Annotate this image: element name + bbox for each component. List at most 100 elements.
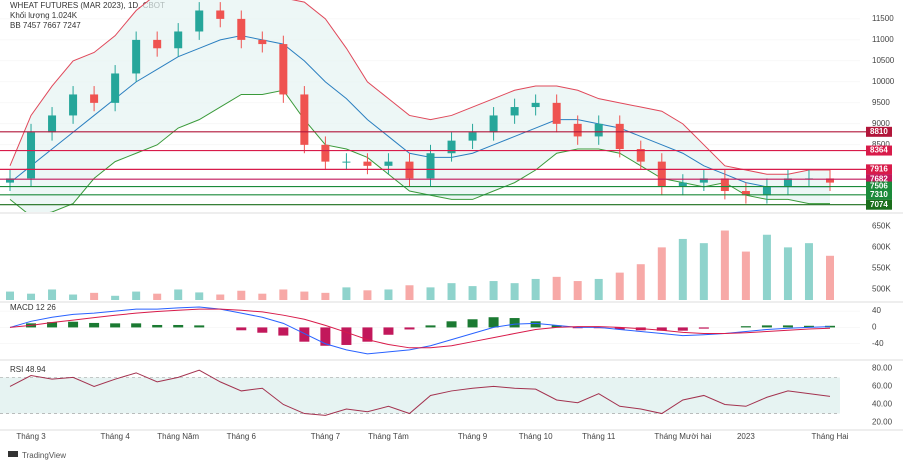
price-tag-label: 7916 (870, 164, 888, 173)
candle-body (426, 153, 435, 179)
candle-body (510, 107, 519, 116)
bb-upper (9, 0, 830, 175)
y-tick-label: 80.00 (872, 363, 893, 372)
volume-bar (90, 292, 99, 300)
price-tag (866, 181, 892, 192)
macd-histogram-bar (803, 325, 814, 328)
volume-bar (27, 293, 36, 300)
bb-legend: BB 7457 7667 7247 (10, 21, 81, 30)
candle-body (552, 102, 561, 124)
price-tag (866, 145, 892, 156)
volume-legend: Khối lượng 1.024K (10, 11, 78, 20)
y-tick-label: 20.00 (872, 418, 893, 427)
volume-bar (531, 278, 540, 300)
macd-histogram-bar (677, 327, 688, 331)
macd-histogram-bar (236, 327, 247, 331)
volume-bar (132, 291, 141, 300)
volume-bar (111, 295, 120, 300)
macd-legend: MACD 12 26 (10, 303, 56, 312)
chart-title: WHEAT FUTURES (MAR 2023), 1D, CBOT (10, 1, 165, 10)
candle-body (573, 123, 582, 137)
x-tick-label: Tháng Năm (157, 432, 199, 441)
volume-bar (384, 289, 393, 300)
x-tick-label: Tháng 3 (16, 432, 46, 441)
candle-body (111, 73, 120, 103)
x-tick-label: Tháng Tám (368, 432, 409, 441)
candle-body (132, 39, 141, 74)
y-tick-label: 500K (872, 285, 891, 294)
y-tick-label: 8500 (872, 140, 890, 149)
price-tag (866, 126, 892, 137)
rsi-legend: RSI 48.94 (10, 365, 46, 374)
macd-histogram-bar (467, 319, 478, 328)
candle-body (405, 161, 414, 179)
x-tick-label: Tháng 4 (100, 432, 130, 441)
rsi-line (9, 369, 831, 416)
macd-histogram-bar (383, 327, 394, 335)
macd-histogram-bar (89, 322, 100, 328)
y-tick-label: 9500 (872, 98, 890, 107)
candle-body (300, 94, 309, 145)
candle-body (48, 115, 57, 133)
macd-histogram-bar (656, 327, 667, 331)
candle-body (342, 161, 351, 163)
volume-bar (447, 283, 456, 300)
volume-bar (363, 290, 372, 300)
macd-histogram-bar (152, 324, 163, 328)
price-tag (866, 199, 892, 210)
volume-bar (678, 238, 687, 300)
macd-histogram-bar (194, 325, 205, 328)
candle-body (153, 39, 162, 49)
candle-body (363, 161, 372, 166)
candle-body (174, 31, 183, 49)
volume-bar (594, 278, 603, 300)
macd-histogram-bar (782, 325, 793, 328)
macd-histogram-bar (530, 321, 541, 328)
candle-body (741, 191, 750, 196)
volume-bar (510, 283, 519, 300)
volume-bar (741, 251, 750, 300)
x-tick-label: 2023 (737, 432, 755, 441)
macd-histogram-bar (173, 324, 184, 328)
volume-bar (48, 289, 57, 300)
candle-body (27, 132, 36, 179)
y-tick-label: 10000 (872, 77, 895, 86)
volume-bar (552, 276, 561, 300)
candle-body (720, 178, 729, 192)
x-tick-label: Tháng 6 (227, 432, 257, 441)
volume-bar (69, 294, 78, 300)
y-tick-label: -40 (872, 339, 884, 348)
macd-histogram-bar (825, 325, 835, 328)
macd-histogram-bar (341, 327, 352, 345)
y-tick-label: 60.00 (872, 382, 893, 391)
candle-body (783, 178, 792, 187)
volume-bar (300, 291, 309, 300)
volume-bar (762, 234, 771, 300)
volume-bar (489, 281, 498, 300)
macd-histogram-bar (299, 327, 310, 342)
y-tick-label: 10500 (872, 56, 895, 65)
price-tag (866, 164, 892, 175)
candle-body (636, 149, 645, 162)
candle-body (657, 161, 666, 187)
candle-body (447, 140, 456, 154)
bb-lower (9, 89, 830, 212)
volume-bar (321, 292, 330, 300)
volume-bar (426, 287, 435, 300)
candle-body (489, 115, 498, 133)
y-tick-label: 650K (872, 221, 891, 230)
volume-bar (657, 247, 666, 300)
brand: TradingView (22, 451, 66, 460)
price-tag-label: 7074 (870, 200, 888, 209)
bb-fill (10, 0, 830, 212)
macd-histogram-bar (68, 321, 79, 328)
macd-histogram-bar (362, 327, 373, 342)
x-tick-label: Tháng 7 (311, 432, 341, 441)
bb-basis (9, 35, 830, 188)
candle-body (216, 10, 225, 19)
volume-bar (636, 264, 645, 300)
y-tick-label: 11500 (872, 14, 894, 23)
candle-body (321, 144, 330, 162)
volume-bar (804, 243, 813, 300)
